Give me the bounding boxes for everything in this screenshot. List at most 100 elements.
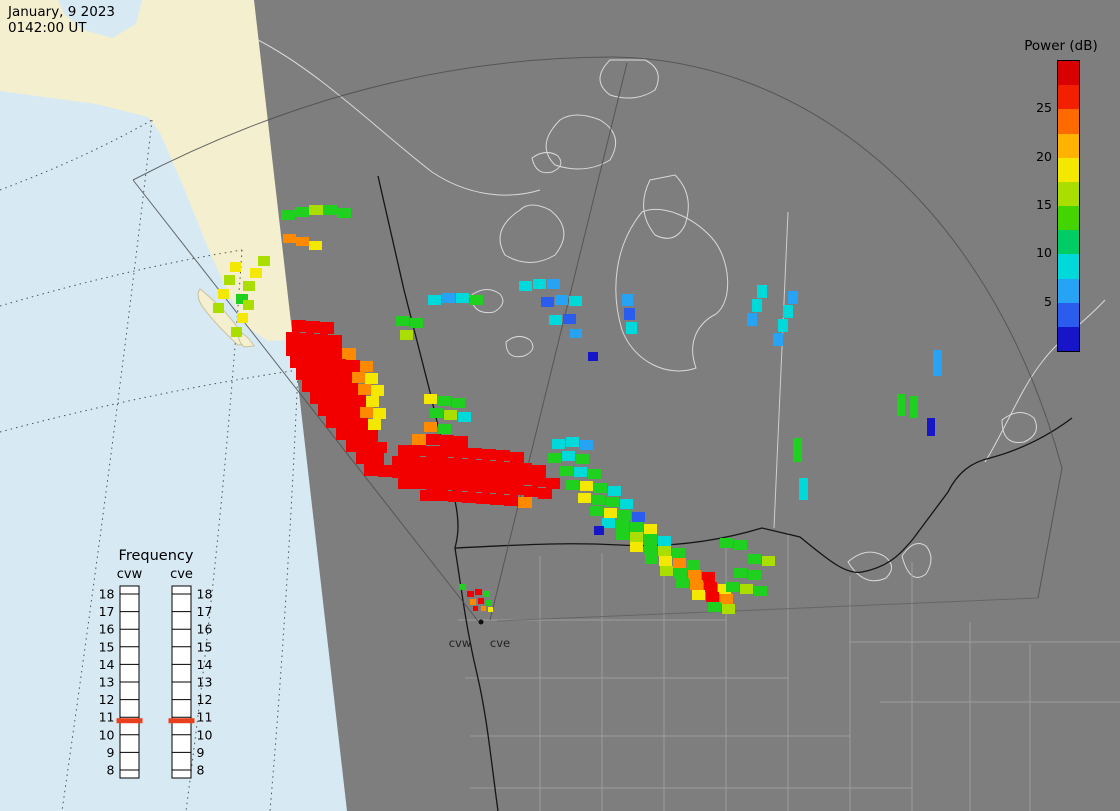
echo-cell — [444, 410, 457, 420]
echo-cell — [452, 398, 465, 408]
frequency-tick-label: 12 — [99, 692, 115, 707]
echo-cell — [346, 440, 360, 452]
echo-cell — [720, 594, 733, 604]
echo-cell — [468, 448, 482, 459]
echo-cell — [518, 497, 532, 508]
echo-cell — [412, 445, 426, 456]
frequency-tick-label: 18 — [197, 587, 213, 602]
echo-cell — [468, 481, 482, 492]
echo-cell — [462, 459, 476, 470]
echo-cell — [412, 434, 426, 445]
echo-cell — [644, 544, 657, 554]
frequency-tick-label: 15 — [99, 639, 115, 654]
echo-cell — [344, 383, 358, 395]
echo-cell — [722, 604, 735, 614]
echo-cell — [368, 419, 381, 430]
frequency-tick-label: 13 — [99, 675, 115, 690]
echo-cell — [632, 512, 645, 522]
echo-cell — [519, 281, 532, 291]
echo-cell — [354, 418, 368, 430]
echo-cell — [659, 556, 672, 566]
echo-cell — [231, 327, 242, 337]
echo-cell — [570, 329, 582, 338]
echo-cell — [504, 495, 518, 506]
echo-cell — [346, 360, 360, 372]
echo-cell — [490, 461, 504, 472]
echo-cell — [290, 356, 304, 368]
frequency-tick-label: 14 — [99, 657, 115, 672]
echo-cell — [371, 385, 384, 396]
echo-cell — [562, 451, 575, 461]
echo-cell — [316, 381, 330, 393]
echo-cell — [340, 417, 354, 429]
echo-cell — [927, 418, 935, 436]
echo-cell — [704, 582, 717, 592]
echo-cell — [458, 412, 471, 422]
echo-cell — [793, 438, 802, 462]
colorbar-segment — [1058, 109, 1079, 134]
echo-cell — [626, 322, 637, 334]
echo-cell — [286, 344, 300, 356]
echo-cell — [574, 467, 587, 477]
echo-cell — [674, 568, 687, 578]
echo-cell — [624, 308, 635, 320]
echo-cell — [533, 279, 546, 289]
echo-cell — [328, 335, 342, 347]
echo-cell — [318, 358, 332, 370]
echo-cell — [310, 392, 324, 404]
echo-cell — [237, 313, 248, 323]
echo-cell — [687, 560, 700, 570]
echo-cell — [346, 406, 360, 418]
echo-cell — [532, 476, 546, 487]
echo-cell — [470, 295, 483, 305]
timestamp: January, 9 2023 0142:00 UT — [8, 4, 115, 36]
echo-cell — [560, 466, 573, 476]
echo-cell — [588, 352, 598, 361]
echo-cell — [323, 205, 337, 215]
frequency-tick-label: 15 — [197, 639, 213, 654]
great-slave-lake — [505, 336, 534, 358]
echo-cell — [518, 463, 532, 474]
echo-cell — [283, 234, 296, 243]
echo-cell — [608, 486, 621, 496]
echo-cell — [314, 346, 328, 358]
coastal-bay — [58, 0, 142, 38]
echo-cell — [364, 464, 378, 476]
echo-cell — [688, 570, 701, 580]
echo-cell — [602, 518, 615, 528]
echo-cell — [618, 510, 631, 520]
echo-cell — [594, 483, 607, 493]
frequency-tick-label: 14 — [197, 657, 213, 672]
echo-cell — [360, 441, 374, 453]
echo-cell — [748, 570, 761, 580]
echo-cell — [467, 591, 474, 597]
echo-cell — [660, 566, 673, 576]
frequency-scale-label: cve — [170, 567, 193, 582]
echo-cell — [440, 435, 454, 446]
frequency-tick-label: 11 — [197, 710, 213, 725]
echo-cell — [690, 580, 703, 590]
frequency-tick-label: 13 — [197, 675, 213, 690]
echo-cell — [555, 295, 568, 305]
echo-cell — [748, 554, 761, 564]
echo-cell — [580, 440, 593, 450]
province-boundary — [773, 211, 789, 529]
echo-cell — [358, 384, 371, 395]
echo-cell — [592, 495, 605, 505]
echo-cell — [459, 584, 466, 590]
echo-cell — [438, 424, 451, 434]
echo-cell — [576, 454, 589, 464]
echo-cell — [426, 446, 440, 457]
echo-cell — [330, 382, 344, 394]
colorbar-segment — [1058, 157, 1079, 182]
colorbar-segment — [1058, 326, 1079, 352]
echo-cell — [440, 479, 454, 490]
echo-cell — [578, 493, 591, 503]
echo-cell — [752, 299, 762, 312]
echo-cell — [462, 492, 476, 503]
echo-cell — [496, 450, 510, 461]
arctic-coast — [257, 39, 541, 196]
echo-cell — [318, 404, 332, 416]
